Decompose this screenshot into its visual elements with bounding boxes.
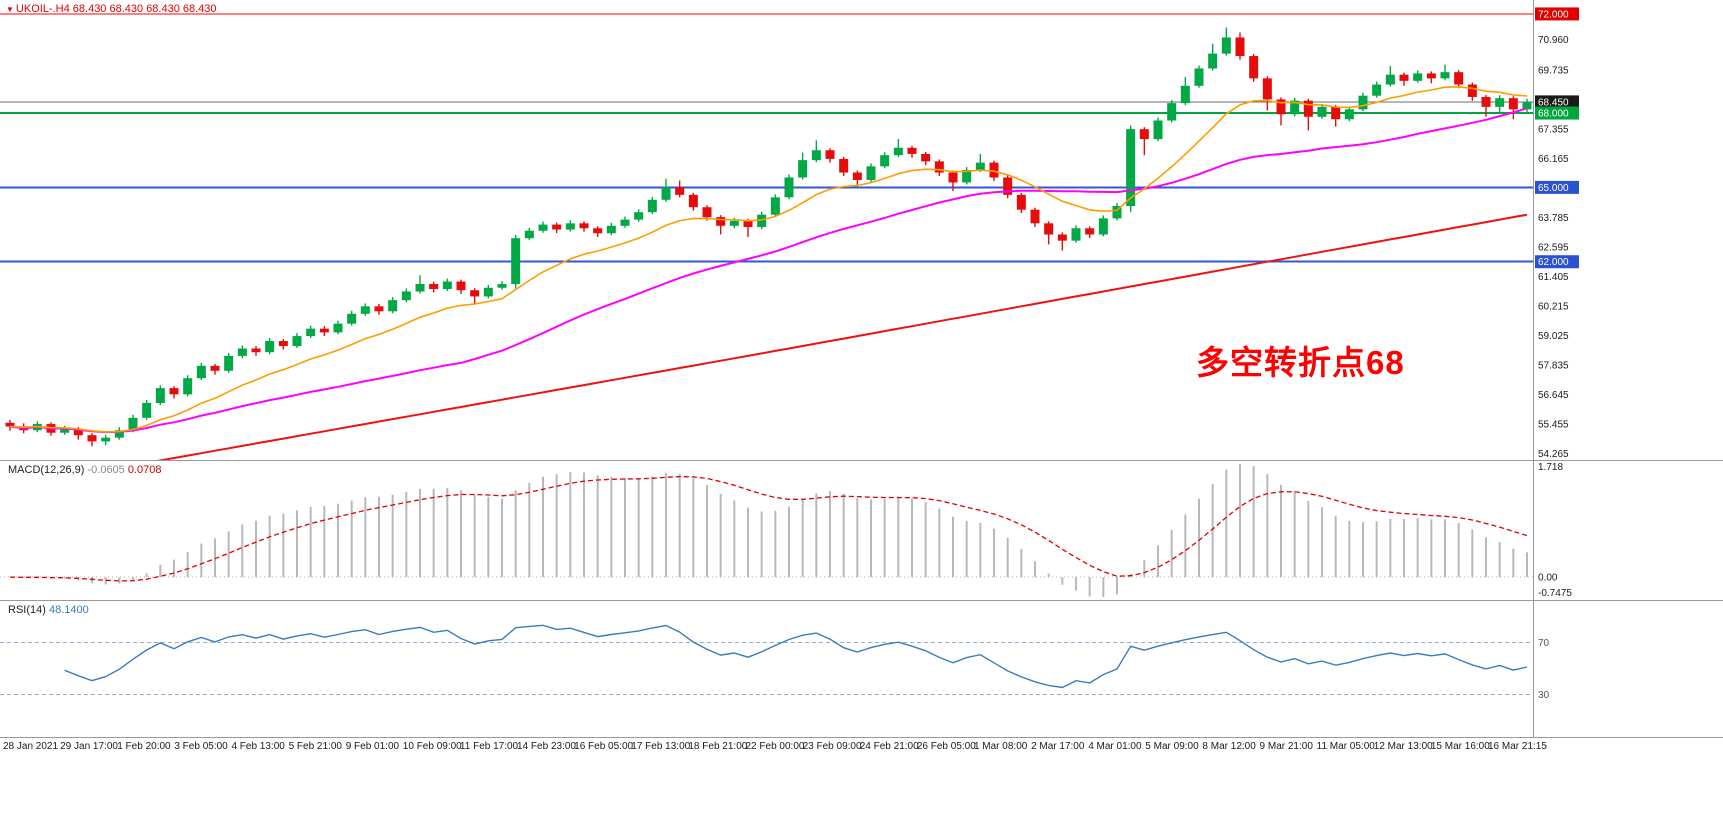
time-label: 16 Feb 05:00 [574, 741, 633, 752]
price-scale[interactable]: 70.960 69.735 67.355 66.165 63.785 62.595 61.4… [1535, 7, 1579, 460]
svg-text:65.000: 65.000 [1538, 183, 1569, 194]
time-label: 18 Feb 21:00 [688, 741, 747, 752]
svg-text:55.455: 55.455 [1538, 419, 1569, 430]
time-label: 16 Mar 21:15 [1488, 741, 1547, 752]
rsi-value: 48.1400 [48, 604, 89, 616]
svg-text:63.785: 63.785 [1538, 213, 1569, 224]
macd-main-value: -0.0605 [87, 464, 125, 476]
svg-text:54.265: 54.265 [1538, 449, 1569, 460]
svg-text:57.835: 57.835 [1538, 360, 1569, 371]
candles-layer [5, 27, 1532, 447]
svg-text:72.000: 72.000 [1538, 9, 1569, 20]
time-label: 24 Feb 21:00 [860, 741, 919, 752]
price-badge [1535, 106, 1579, 120]
time-label: 3 Feb 05:00 [174, 741, 228, 752]
ma-mid-line [9, 107, 1528, 434]
time-label: 26 Feb 05:00 [917, 741, 976, 752]
svg-text:0.00: 0.00 [1538, 573, 1558, 584]
svg-text:62.000: 62.000 [1538, 257, 1569, 268]
svg-text:69.735: 69.735 [1538, 66, 1569, 77]
svg-text:59.025: 59.025 [1538, 331, 1569, 342]
svg-text:60.215: 60.215 [1538, 301, 1569, 312]
time-label: 1 Mar 08:00 [974, 741, 1028, 752]
moving-averages-layer [9, 85, 1528, 460]
time-label: 15 Mar 16:00 [1431, 741, 1490, 752]
time-label: 12 Mar 13:00 [1374, 741, 1433, 752]
svg-text:66.165: 66.165 [1538, 154, 1569, 165]
svg-text:30: 30 [1538, 690, 1550, 701]
svg-text:70: 70 [1538, 638, 1550, 649]
time-label: 5 Mar 09:00 [1145, 741, 1199, 752]
svg-text:-0.7475: -0.7475 [1538, 588, 1572, 599]
ma-slow-line [157, 213, 1528, 460]
time-label: 14 Feb 23:00 [517, 741, 576, 752]
time-label: 22 Feb 00:00 [746, 741, 805, 752]
macd-pane[interactable]: 1.718 0.00 -0.7475 [0, 462, 1572, 599]
symbol-marker-icon: ▼ [6, 5, 14, 14]
time-label: 4 Feb 13:00 [231, 741, 285, 752]
time-label: 11 Mar 05:00 [1317, 741, 1376, 752]
macd-signal-value: 0.0708 [127, 464, 162, 476]
symbol-quotes: 68.430 68.430 68.430 68.430 [72, 3, 217, 15]
time-label: 9 Feb 01:00 [346, 741, 400, 752]
time-label: 5 Feb 21:00 [289, 741, 343, 752]
macd-signal-line [9, 475, 1528, 582]
chart-annotation-text[interactable]: 多空转折点68 [1196, 344, 1405, 381]
price-badge [1535, 95, 1579, 109]
price-badge [1535, 255, 1579, 269]
rsi-line [64, 624, 1528, 689]
time-label: 2 Mar 17:00 [1031, 741, 1085, 752]
time-label: 8 Mar 12:00 [1202, 741, 1256, 752]
rsi-pane[interactable]: 70 30 [0, 624, 1550, 701]
svg-text:68.450: 68.450 [1538, 97, 1569, 108]
ma-fast-line [9, 85, 1528, 433]
macd-indicator-label: MACD(12,26,9) -0.0605 0.0708 [8, 464, 162, 476]
time-label: 11 Feb 17:00 [460, 741, 519, 752]
time-label: 10 Feb 09:00 [403, 741, 462, 752]
symbol-title: UKOIL-.H4 [15, 3, 70, 15]
svg-text:56.645: 56.645 [1538, 390, 1569, 401]
svg-text:68.000: 68.000 [1538, 109, 1569, 120]
svg-text:62.595: 62.595 [1538, 242, 1569, 253]
time-label: 23 Feb 09:00 [803, 741, 862, 752]
svg-text:67.355: 67.355 [1538, 125, 1569, 136]
macd-name: MACD(12,26,9) [8, 464, 85, 476]
price-badge [1535, 7, 1579, 21]
time-scale[interactable]: 28 Jan 2021 29 Jan 17:00 1 Feb 20:00 3 Feb … [3, 741, 1547, 752]
svg-text:70.960: 70.960 [1538, 35, 1569, 46]
rsi-indicator-label: RSI(14) 48.1400 [8, 604, 89, 616]
horizontal-lines-layer [0, 13, 1533, 263]
pane-dividers [0, 0, 1723, 738]
time-label: 4 Mar 01:00 [1088, 741, 1142, 752]
time-label: 17 Feb 13:00 [631, 741, 690, 752]
time-label: 29 Jan 17:00 [60, 741, 118, 752]
time-label: 9 Mar 21:00 [1260, 741, 1314, 752]
time-label: 1 Feb 20:00 [117, 741, 171, 752]
price-badge [1535, 180, 1579, 194]
svg-text:61.405: 61.405 [1538, 272, 1569, 283]
svg-text:1.718: 1.718 [1538, 462, 1563, 473]
time-label: 28 Jan 2021 [3, 741, 58, 752]
chart-title: ▼ UKOIL-.H4 68.430 68.430 68.430 68.430 [6, 3, 217, 15]
rsi-name: RSI(14) [8, 604, 46, 616]
